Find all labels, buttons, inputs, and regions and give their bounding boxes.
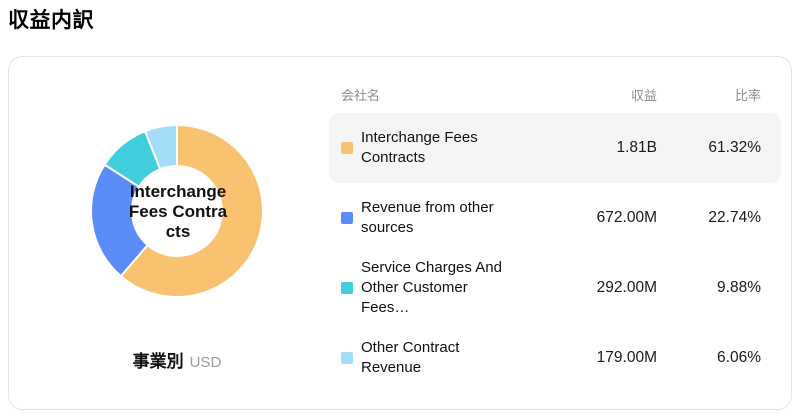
table-row[interactable]: Other Contract Revenue 179.00M 6.06%	[329, 323, 781, 393]
row-ratio-value: 61.32%	[708, 139, 761, 156]
row-ratio-value: 6.06%	[717, 349, 761, 366]
header-revenue: 収益	[630, 87, 657, 103]
row-company-name: Other Contract Revenue	[361, 339, 460, 376]
row-company-name: Service Charges And Other Customer Fees…	[361, 259, 502, 316]
table-row[interactable]: Service Charges And Other Customer Fees……	[329, 253, 781, 323]
legend-rows: Interchange Fees Contracts 1.81B 61.32% …	[329, 113, 781, 393]
row-ratio-value: 22.74%	[708, 209, 761, 226]
row-company-name: Interchange Fees Contracts	[361, 129, 478, 166]
row-revenue-value: 179.00M	[596, 349, 657, 366]
legend-table: 会社名 収益 比率 Interchange Fees Contracts 1.8…	[329, 83, 781, 393]
donut-segment-3[interactable]	[144, 124, 178, 171]
row-revenue-value: 1.81B	[616, 139, 657, 156]
header-company-name: 会社名	[341, 87, 381, 103]
table-row[interactable]: Interchange Fees Contracts 1.81B 61.32%	[329, 113, 781, 183]
donut-segment-0[interactable]	[119, 124, 264, 298]
page-title: 収益内訳	[8, 9, 94, 32]
legend-header: 会社名 収益 比率	[329, 83, 781, 105]
row-company-name: Revenue from other sources	[361, 199, 494, 236]
table-row[interactable]: Revenue from other sources 672.00M 22.74…	[329, 183, 781, 253]
row-revenue-value: 292.00M	[596, 279, 657, 296]
series-color-marker	[341, 142, 353, 154]
dimension-label: 事業別	[132, 352, 184, 371]
revenue-card: Interchange Fees Contracts 事業別 USD 会社名 収益…	[8, 56, 792, 410]
donut-chart	[89, 123, 265, 299]
header-ratio: 比率	[734, 87, 761, 103]
chart-footer: 事業別 USD	[57, 347, 297, 372]
series-color-marker	[341, 352, 353, 364]
series-color-marker	[341, 212, 353, 224]
row-revenue-value: 672.00M	[596, 209, 657, 226]
donut-svg	[90, 124, 264, 298]
currency-label: USD	[189, 354, 222, 371]
series-color-marker	[341, 282, 353, 294]
row-ratio-value: 9.88%	[717, 279, 761, 296]
